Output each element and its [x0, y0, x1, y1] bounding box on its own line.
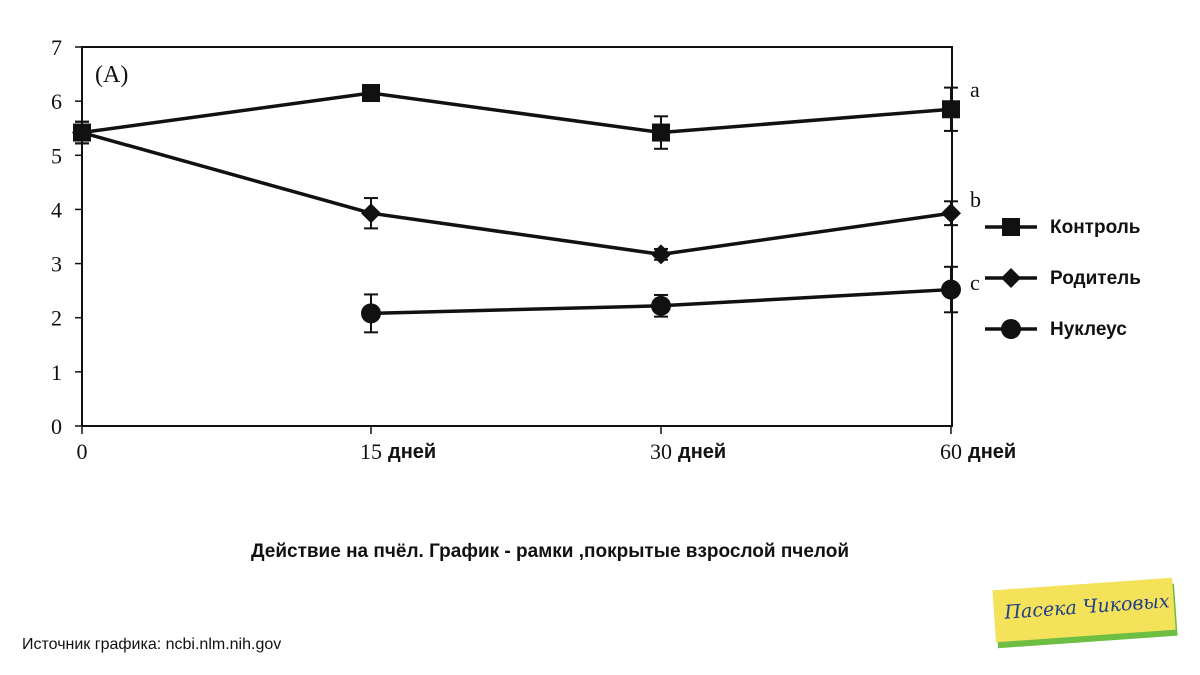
y-tick-label: 3 [51, 252, 62, 277]
y-axis: 0 1 2 3 4 5 6 7 [51, 35, 82, 439]
x-tick-unit: дней [968, 441, 1016, 463]
series-layer: a b c [72, 77, 981, 334]
series-square: a [73, 77, 980, 150]
plot-border [81, 46, 953, 427]
data-point [361, 303, 381, 324]
y-tick-label: 0 [51, 414, 62, 439]
plot-frame [81, 46, 953, 427]
legend-marker [1001, 319, 1021, 339]
x-tick-unit: дней [678, 441, 726, 463]
significance-letter: a [970, 77, 980, 102]
legend-item: Нуклеус [985, 319, 1127, 340]
series-diamond: b [72, 120, 981, 265]
panel-label: (A) [95, 62, 128, 88]
legend: Контроль Родитель Нуклеус [985, 217, 1141, 340]
significance-letter: b [970, 187, 981, 212]
series-line [81, 91, 952, 135]
legend-marker [1002, 218, 1020, 236]
series-circle: c [361, 265, 980, 334]
source-note: Источник графика: ncbi.nlm.nih.gov [22, 636, 282, 653]
legend-item: Родитель [985, 268, 1141, 289]
data-point [651, 244, 671, 265]
x-tick-label: 0 [77, 439, 88, 464]
chart-caption: Действие на пчёл. График - рамки ,покрыт… [250, 541, 850, 562]
data-point [361, 203, 381, 224]
x-axis: 0 15 дней 30 дней 60 дней [77, 426, 1016, 464]
data-point [72, 122, 92, 143]
x-tick-label: 30 [650, 439, 672, 464]
data-point [652, 123, 670, 142]
legend-label: Нуклеус [1050, 319, 1127, 340]
y-tick-label: 7 [51, 35, 62, 60]
brand-logo: Пасека Чиковых [990, 577, 1185, 649]
legend-label: Контроль [1050, 217, 1140, 238]
y-tick-label: 6 [51, 89, 62, 114]
legend-label: Родитель [1050, 268, 1141, 289]
data-point [651, 295, 671, 316]
y-tick-label: 1 [51, 360, 62, 385]
data-point [362, 84, 380, 103]
y-tick-label: 4 [51, 197, 62, 222]
legend-marker [1001, 268, 1021, 288]
x-tick-label: 60 [940, 439, 962, 464]
data-point [941, 203, 961, 224]
x-tick-unit: дней [388, 441, 436, 463]
data-point [942, 100, 960, 119]
y-tick-label: 5 [51, 143, 62, 168]
data-point [941, 279, 961, 300]
significance-letter: c [970, 270, 980, 295]
y-tick-label: 2 [51, 306, 62, 331]
series-line [81, 130, 952, 257]
x-tick-label: 15 [360, 439, 382, 464]
legend-item: Контроль [985, 217, 1140, 238]
